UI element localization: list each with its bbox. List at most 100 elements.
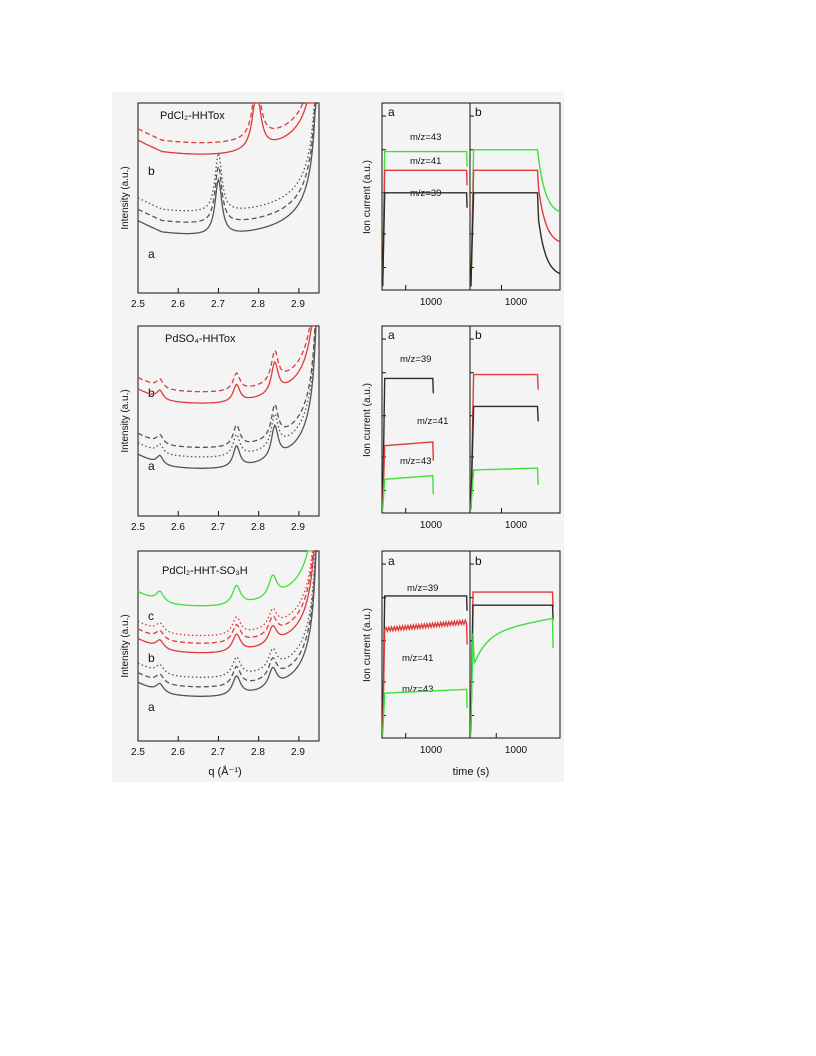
ms-chart-1-curves (382, 115, 561, 290)
xrd3-series-b-solid (137, 550, 319, 654)
ms-chart-2-annotation-mz43: m/z=43 (400, 456, 431, 467)
ms1-panel-b-series-mz39 (470, 192, 561, 287)
ms-chart-3-ylabel: Ion current (a.u.) (362, 608, 373, 682)
xrd1-series-a-solid (137, 102, 319, 235)
xrd-chart-2-xtick: 2.9 (291, 522, 305, 533)
ms-chart-1-annotation-mz43: m/z=43 (410, 132, 441, 143)
ms-chart-1: Ion current (a.u.) a b m/z=43 m/z=41 m/z… (362, 102, 561, 308)
ms-chart-1-xtick: 1000 (505, 297, 528, 308)
xrd-chart-2-xtick: 2.7 (211, 522, 225, 533)
ms3-panel-a-series-mz39 (382, 595, 468, 735)
xrd-chart-3-xtick: 2.6 (171, 747, 185, 758)
ms2-panel-a-series-mz41 (382, 441, 434, 510)
ms3-panel-b-series-mz43 (470, 617, 554, 735)
ms3-panel-b-series-mz39 (470, 604, 554, 735)
xrd-chart-3-title: PdCl₂-HHT-SO₃H (162, 565, 248, 577)
xrd3-series-a-dashed (137, 550, 319, 688)
xrd3-series-a-solid (137, 550, 319, 697)
xrd-chart-3-xtick: 2.9 (291, 747, 305, 758)
ms2-panel-a-series-mz39 (382, 377, 434, 510)
xrd-chart-3-xlabel: q (Å⁻¹) (208, 765, 241, 778)
xrd3-series-c-solid (137, 550, 319, 607)
ms-chart-3-panel-label-b: b (475, 554, 482, 568)
ms-chart-3-annotation-mz43: m/z=43 (402, 684, 433, 695)
xrd-chart-2: PdSO₄-HHTox Intensity (a.u.) b a 2.5 2.6… (120, 325, 320, 533)
xrd-chart-1-xtick: 2.6 (171, 299, 185, 310)
xrd3-series-a-dotted (137, 550, 319, 678)
xrd2-series-a-solid (137, 325, 319, 469)
xrd2-series-b-dashed (137, 325, 319, 393)
xrd-chart-1-frame (137, 102, 320, 294)
xrd-chart-2-xticks: 2.5 2.6 2.7 2.8 2.9 (131, 522, 305, 533)
xrd-chart-3-curve-label-a: a (148, 700, 155, 714)
xrd2-series-a-dashed (137, 325, 319, 449)
xrd-chart-3-curve-label-b: b (148, 651, 155, 665)
xrd-chart-1-ylabel: Intensity (a.u.) (120, 166, 131, 229)
xrd-chart-2-curve-label-a: a (148, 459, 155, 473)
ms-chart-2-panel-label-b: b (475, 328, 482, 342)
ms2-panel-b-series-mz41 (470, 373, 539, 510)
xrd-chart-3-xtick: 2.5 (131, 747, 145, 758)
xrd-chart-2-curves (137, 325, 319, 516)
xrd-chart-3-ylabel: Intensity (a.u.) (120, 614, 131, 677)
xrd1-series-b-solid (137, 102, 319, 155)
xrd1-series-a-dotted (137, 102, 319, 212)
xrd1-series-a-dashed (137, 102, 319, 223)
xrd-chart-1-xtick: 2.5 (131, 299, 145, 310)
xrd2-series-a-dotted (137, 325, 319, 458)
xrd-chart-1: PdCl₂-HHTox Intensity (a.u.) b a 2.5 2.6… (120, 102, 320, 310)
ms1-panel-b-series-mz41 (470, 169, 561, 287)
ms1-panel-a-series-mz41 (382, 169, 468, 287)
xrd-chart-1-xticks: 2.5 2.6 2.7 2.8 2.9 (131, 299, 305, 310)
xrd-chart-3-curves (137, 550, 319, 741)
xrd-chart-3-frame (137, 550, 320, 742)
xrd-chart-3-xtick: 2.7 (211, 747, 225, 758)
ms2-panel-a-series-mz43 (382, 474, 434, 510)
ms-chart-3: Ion current (a.u.) a b m/z=39 m/z=41 m/z… (362, 550, 561, 778)
ms1-panel-a-series-mz43 (382, 150, 468, 287)
ms-chart-1-panel-label-a: a (388, 105, 395, 119)
ms-chart-3-xtick: 1000 (505, 745, 528, 756)
ms1-panel-a-series-mz39 (382, 192, 468, 287)
ms-chart-2-annotation-mz41: m/z=41 (417, 416, 448, 427)
ms-chart-2-panel-label-a: a (388, 328, 395, 342)
xrd-chart-2-title: PdSO₄-HHTox (165, 333, 236, 345)
xrd-chart-3: PdCl₂-HHT-SO₃H Intensity (a.u.) c b a 2.… (120, 550, 320, 778)
ms-chart-2-curves (382, 338, 539, 513)
ms2-panel-b-series-mz39 (470, 405, 539, 510)
xrd-chart-3-xticks: 2.5 2.6 2.7 2.8 2.9 (131, 747, 305, 758)
xrd-chart-1-xtick: 2.9 (291, 299, 305, 310)
xrd-chart-1-curve-label-a: a (148, 247, 155, 261)
ms-chart-3-annotation-mz39: m/z=39 (407, 583, 438, 594)
ms1-panel-b-series-mz43 (470, 149, 561, 287)
ms-chart-1-annotation-mz41: m/z=41 (410, 156, 441, 167)
ms-chart-2-annotation-mz39: m/z=39 (400, 354, 431, 365)
xrd1-series-b-dashed (137, 102, 319, 144)
xrd-chart-2-curve-label-b: b (148, 386, 155, 400)
xrd-chart-1-xtick: 2.7 (211, 299, 225, 310)
ms-chart-2-xtick: 1000 (505, 520, 528, 531)
ms-chart-3-annotation-mz41: m/z=41 (402, 653, 433, 664)
xrd-chart-1-xtick: 2.8 (251, 299, 265, 310)
ms-chart-2-xtick: 1000 (420, 520, 443, 531)
ms2-panel-b-series-mz43 (470, 467, 539, 510)
xrd-chart-1-title: PdCl₂-HHTox (160, 110, 225, 122)
xrd3-series-b-dashed (137, 550, 319, 644)
xrd-chart-1-curves (137, 102, 319, 293)
xrd-chart-2-ylabel: Intensity (a.u.) (120, 389, 131, 452)
ms-chart-3-curves (382, 563, 554, 738)
ms-chart-2-ylabel: Ion current (a.u.) (362, 383, 373, 457)
xrd-chart-1-curve-label-b: b (148, 164, 155, 178)
xrd2-series-b-solid (137, 325, 319, 404)
ms-chart-1-panel-label-b: b (475, 105, 482, 119)
xrd-chart-2-xtick: 2.8 (251, 522, 265, 533)
xrd-chart-2-xtick: 2.5 (131, 522, 145, 533)
ms-chart-1-xtick: 1000 (420, 297, 443, 308)
xrd-chart-2-xtick: 2.6 (171, 522, 185, 533)
ms-chart-3-panel-label-a: a (388, 554, 395, 568)
ms-chart-1-ylabel: Ion current (a.u.) (362, 160, 373, 234)
ms-chart-3-xtick: 1000 (420, 745, 443, 756)
ms-chart-3-xlabel: time (s) (453, 766, 490, 778)
ms-chart-2: Ion current (a.u.) a b m/z=39 m/z=41 m/z… (362, 325, 561, 531)
